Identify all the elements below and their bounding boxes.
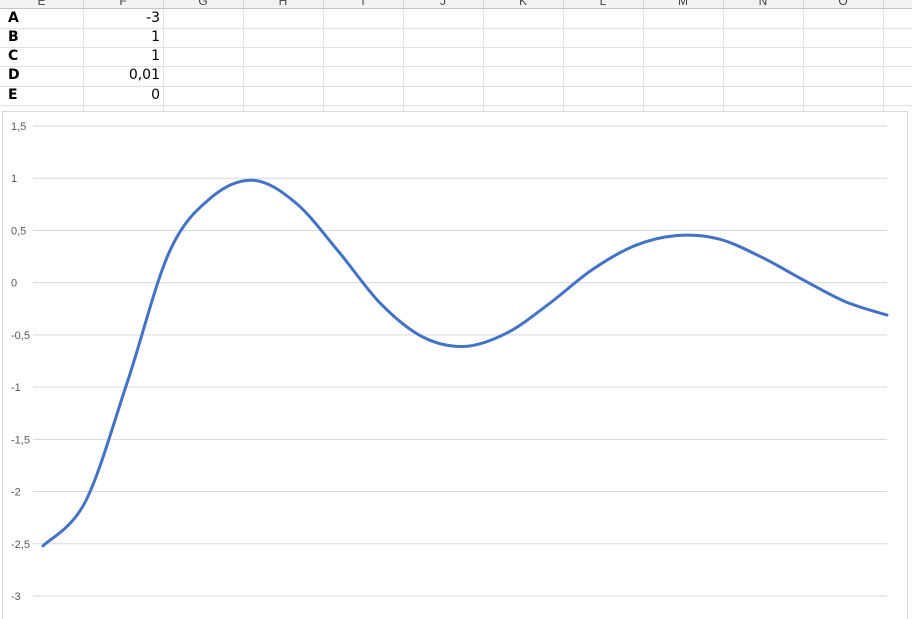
y-tick-label: 1,5 xyxy=(11,121,26,133)
y-tick-label: 1 xyxy=(11,173,17,185)
row-gridline xyxy=(0,66,912,67)
column-header-o[interactable]: O xyxy=(803,0,884,8)
data-point xyxy=(294,201,298,205)
param-value-e[interactable]: 0 xyxy=(151,87,160,103)
column-header-g[interactable]: G xyxy=(163,0,244,8)
param-label-a[interactable]: A xyxy=(8,10,19,26)
data-point xyxy=(463,344,467,348)
line-chart: 1,5 1 0,5 0 -0,5 -1 -1,5 -2 -2,5 -3 xyxy=(11,121,889,603)
y-tick-label: -1,5 xyxy=(11,434,30,446)
data-point xyxy=(379,302,383,306)
row-gridline xyxy=(0,105,912,106)
y-tick-label: -0,5 xyxy=(11,330,30,342)
param-value-a[interactable]: -3 xyxy=(146,10,160,26)
param-label-c[interactable]: C xyxy=(8,48,19,64)
data-point xyxy=(505,331,509,335)
data-point xyxy=(590,268,594,272)
data-point xyxy=(716,237,720,241)
column-header-l[interactable]: L xyxy=(563,0,644,8)
data-point xyxy=(674,234,678,238)
data-point xyxy=(210,195,214,199)
column-header-n[interactable]: N xyxy=(723,0,804,8)
column-header-j[interactable]: J xyxy=(403,0,484,8)
y-tick-label: 0,5 xyxy=(11,225,26,237)
series-line[interactable] xyxy=(41,178,889,548)
column-header-m[interactable]: M xyxy=(643,0,724,8)
column-header-f[interactable]: F xyxy=(83,0,164,8)
y-tick-label: -3 xyxy=(11,591,21,603)
row-gridline xyxy=(0,28,912,29)
data-point xyxy=(632,244,636,248)
y-tick-label: 0 xyxy=(11,278,17,290)
data-point xyxy=(421,335,425,339)
data-point xyxy=(801,278,805,282)
param-label-b[interactable]: B xyxy=(8,29,19,45)
row-gridline xyxy=(0,86,912,87)
column-header-k[interactable]: K xyxy=(483,0,564,8)
data-point xyxy=(885,313,889,317)
data-point xyxy=(252,178,256,182)
data-point xyxy=(336,249,340,253)
data-point xyxy=(125,380,129,384)
param-label-e[interactable]: E xyxy=(8,87,18,103)
data-point xyxy=(168,249,172,253)
column-header-e[interactable]: E xyxy=(0,0,84,8)
row-gridline xyxy=(0,47,912,48)
column-header-i[interactable]: I xyxy=(323,0,404,8)
data-point xyxy=(547,302,551,306)
y-tick-label: -1 xyxy=(11,382,21,394)
param-value-d[interactable]: 0,01 xyxy=(128,67,160,83)
data-point xyxy=(41,544,45,548)
y-tick-label: -2,5 xyxy=(11,539,30,551)
param-value-b[interactable]: 1 xyxy=(151,29,160,45)
param-label-d[interactable]: D xyxy=(8,67,20,83)
data-point xyxy=(83,500,87,504)
data-point xyxy=(758,255,762,259)
y-tick-label: -2 xyxy=(11,487,21,499)
data-point xyxy=(843,299,847,303)
param-value-c[interactable]: 1 xyxy=(151,48,160,64)
column-header-h[interactable]: H xyxy=(243,0,324,8)
chart-area[interactable]: 1,5 1 0,5 0 -0,5 -1 -1,5 -2 -2,5 -3 xyxy=(2,111,908,619)
